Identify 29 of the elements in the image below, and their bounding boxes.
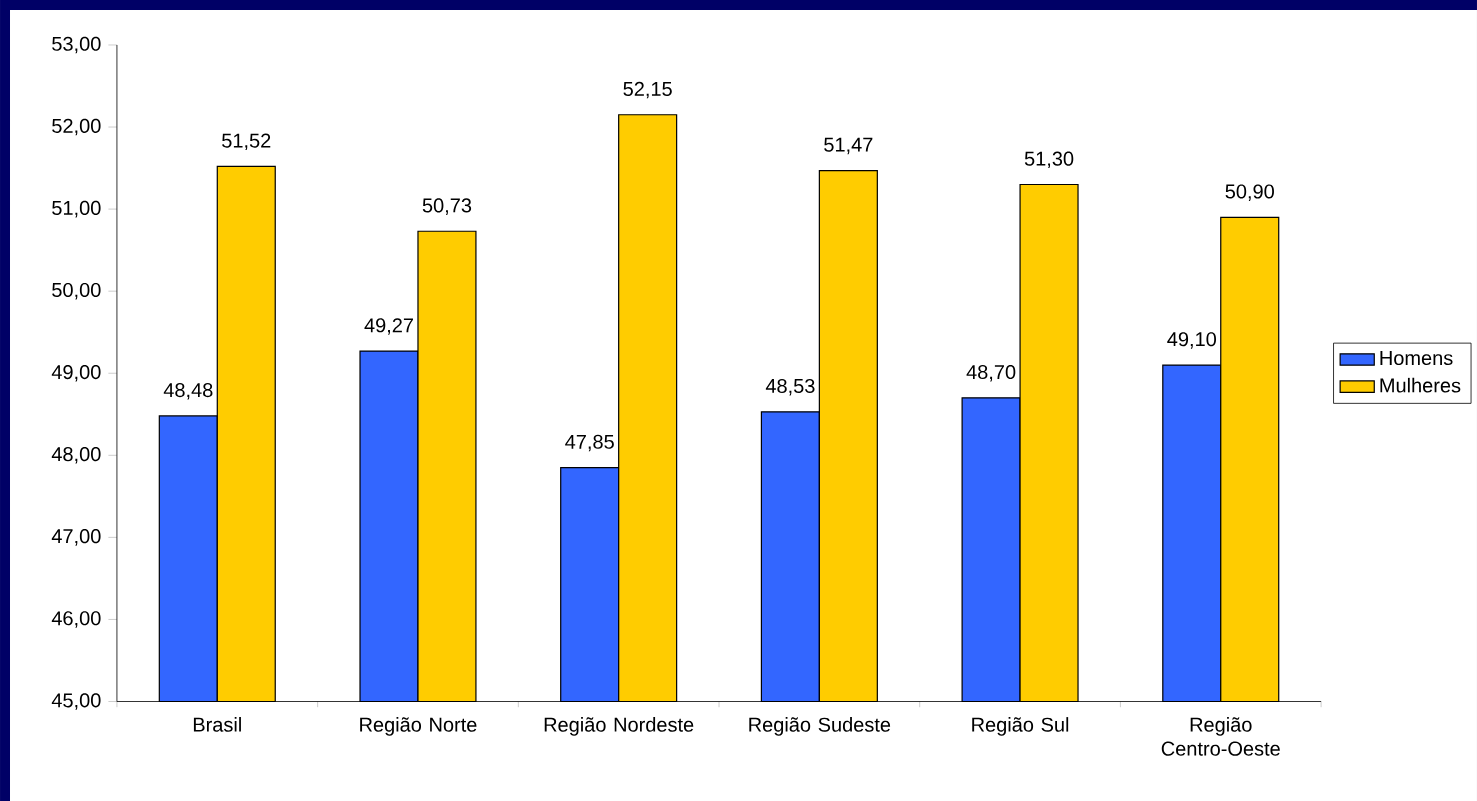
data-label: 51,30	[1024, 151, 1074, 168]
data-label: 47,85	[565, 434, 614, 452]
legend-label: Homens	[1380, 350, 1453, 365]
y-tick-label: 45,00	[51, 693, 101, 710]
x-tick-label: Região Nordeste	[544, 716, 694, 736]
y-tick-label: 48,00	[51, 446, 101, 464]
data-label: 51,52	[222, 133, 271, 150]
data-label: 49,10	[1167, 331, 1217, 349]
x-tick-label: Região Centro-Oeste	[1161, 716, 1280, 756]
data-label: 49,27	[364, 317, 414, 335]
y-tick-label: 46,00	[51, 610, 101, 628]
data-label: 50,73	[422, 198, 472, 215]
y-tick-label: 50,00	[52, 282, 101, 300]
y-tick-label: 53,00	[52, 36, 101, 54]
legend-label: Mulheres	[1380, 377, 1461, 393]
x-tick-label: Região Sudeste	[749, 716, 891, 736]
data-label: 48,70	[966, 364, 1016, 382]
y-tick-label: 47,00	[51, 528, 101, 546]
y-tick-label: 52,00	[52, 118, 101, 136]
x-tick-label: Brasil	[193, 716, 241, 732]
x-tick-label: Região Norte	[360, 716, 477, 736]
data-label: 48,48	[163, 382, 213, 400]
y-tick-label: 49,00	[51, 364, 101, 382]
data-label: 51,47	[824, 137, 873, 154]
x-tick-label: Região Sul	[972, 716, 1069, 736]
y-tick-label: 51,00	[52, 200, 101, 218]
data-label: 48,53	[765, 378, 815, 396]
data-label: 52,15	[623, 81, 672, 99]
data-label: 50,90	[1225, 184, 1274, 201]
